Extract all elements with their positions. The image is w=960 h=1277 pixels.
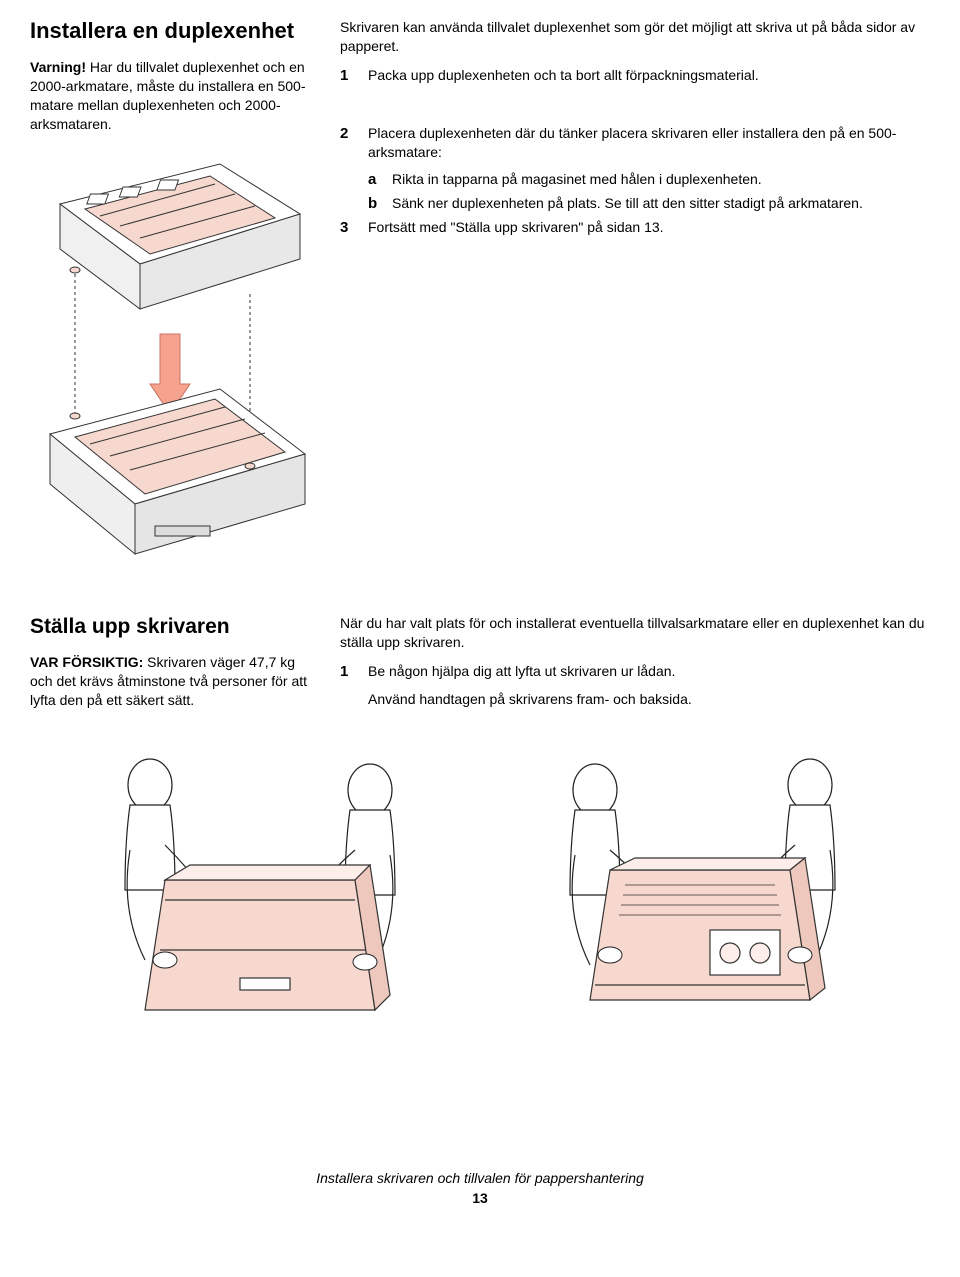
section1-right-column: Skrivaren kan använda tillvalet duplexen…	[340, 18, 930, 574]
lifting-illustrations	[30, 750, 930, 1050]
s2-step1-num: 1	[340, 662, 368, 682]
footer-page-number: 13	[30, 1190, 930, 1206]
section-install-duplex: Installera en duplexenhet Varning! Har d…	[30, 18, 930, 574]
step2: 2 Placera duplexenheten där du tänker pl…	[340, 124, 930, 162]
section2-left-column: Ställa upp skrivaren VAR FÖRSIKTIG: Skri…	[30, 614, 310, 710]
step3-num: 3	[340, 218, 368, 238]
warning-label: Varning!	[30, 59, 86, 75]
lifting-back-icon	[510, 750, 890, 1050]
step2-text: Placera duplexenheten där du tänker plac…	[368, 124, 930, 162]
step2-num: 2	[340, 124, 368, 162]
caution-label: VAR FÖRSIKTIG:	[30, 654, 143, 670]
step3-text: Fortsätt med "Ställa upp skrivaren" på s…	[368, 218, 930, 238]
step3: 3 Fortsätt med "Ställa upp skrivaren" på…	[340, 218, 930, 238]
section1-left-column: Installera en duplexenhet Varning! Har d…	[30, 18, 310, 574]
s2-step1-text: Be någon hjälpa dig att lyfta ut skrivar…	[368, 662, 930, 682]
step2b-text: Sänk ner duplexenheten på plats. Se till…	[392, 194, 930, 214]
step1-num: 1	[340, 66, 368, 86]
section2-intro: När du har valt plats för och installera…	[340, 614, 930, 652]
s2-step1-extra: Använd handtagen på skrivarens fram- och…	[368, 690, 930, 709]
page-footer: Installera skrivaren och tillvalen för p…	[30, 1170, 930, 1206]
step2a-text: Rikta in tapparna på magasinet med hålen…	[392, 170, 930, 190]
step1: 1 Packa upp duplexenheten och ta bort al…	[340, 66, 930, 86]
section1-title: Installera en duplexenhet	[30, 18, 310, 44]
step2b-letter: b	[368, 194, 392, 214]
s2-step1: 1 Be någon hjälpa dig att lyfta ut skriv…	[340, 662, 930, 682]
section2-right-column: När du har valt plats för och installera…	[340, 614, 930, 710]
step2a-letter: a	[368, 170, 392, 190]
step2b: b Sänk ner duplexenheten på plats. Se ti…	[368, 194, 930, 214]
section1-warning: Varning! Har du tillvalet duplexenhet oc…	[30, 58, 310, 134]
duplex-illustration	[30, 154, 310, 574]
section2-title: Ställa upp skrivaren	[30, 614, 310, 639]
footer-text: Installera skrivaren och tillvalen för p…	[30, 1170, 930, 1186]
section1-intro: Skrivaren kan använda tillvalet duplexen…	[340, 18, 930, 56]
step2a: a Rikta in tapparna på magasinet med hål…	[368, 170, 930, 190]
lifting-front-icon	[70, 750, 450, 1050]
section2-caution: VAR FÖRSIKTIG: Skrivaren väger 47,7 kg o…	[30, 653, 310, 710]
step1-text: Packa upp duplexenheten och ta bort allt…	[368, 66, 930, 86]
section-setup-printer: Ställa upp skrivaren VAR FÖRSIKTIG: Skri…	[30, 614, 930, 710]
